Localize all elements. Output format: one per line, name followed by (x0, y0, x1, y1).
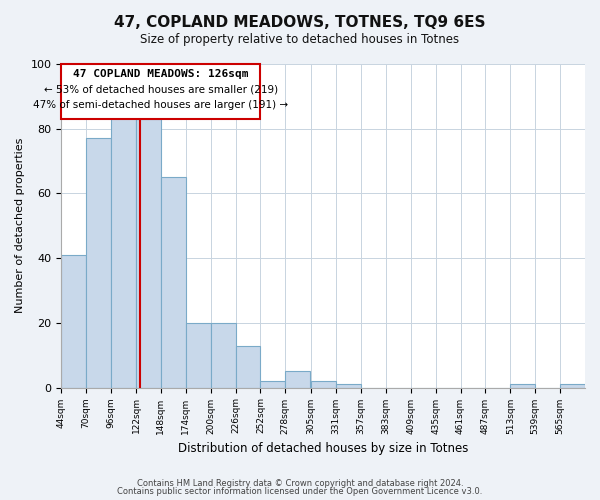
Bar (311, 381, 336, 388)
Bar (86, 138, 111, 388)
Text: 47 COPLAND MEADOWS: 126sqm: 47 COPLAND MEADOWS: 126sqm (73, 69, 248, 79)
Bar (560, 384, 585, 388)
Text: Contains HM Land Registry data © Crown copyright and database right 2024.: Contains HM Land Registry data © Crown c… (137, 479, 463, 488)
Bar (186, 323, 211, 388)
Y-axis label: Number of detached properties: Number of detached properties (15, 138, 25, 314)
Bar (61, 255, 86, 388)
Bar (61, 64, 260, 119)
Text: 47% of semi-detached houses are larger (191) →: 47% of semi-detached houses are larger (… (33, 100, 289, 110)
Bar (336, 384, 361, 388)
Bar (511, 384, 535, 388)
Text: 47, COPLAND MEADOWS, TOTNES, TQ9 6ES: 47, COPLAND MEADOWS, TOTNES, TQ9 6ES (114, 15, 486, 30)
Text: Contains public sector information licensed under the Open Government Licence v3: Contains public sector information licen… (118, 487, 482, 496)
Bar (111, 116, 136, 388)
Text: ← 53% of detached houses are smaller (219): ← 53% of detached houses are smaller (21… (44, 84, 278, 94)
Text: Size of property relative to detached houses in Totnes: Size of property relative to detached ho… (140, 32, 460, 46)
Bar (161, 177, 186, 388)
Bar (211, 323, 236, 388)
Bar (286, 372, 310, 388)
X-axis label: Distribution of detached houses by size in Totnes: Distribution of detached houses by size … (178, 442, 469, 455)
Bar (260, 381, 286, 388)
Bar (236, 346, 260, 388)
Bar (136, 119, 161, 388)
